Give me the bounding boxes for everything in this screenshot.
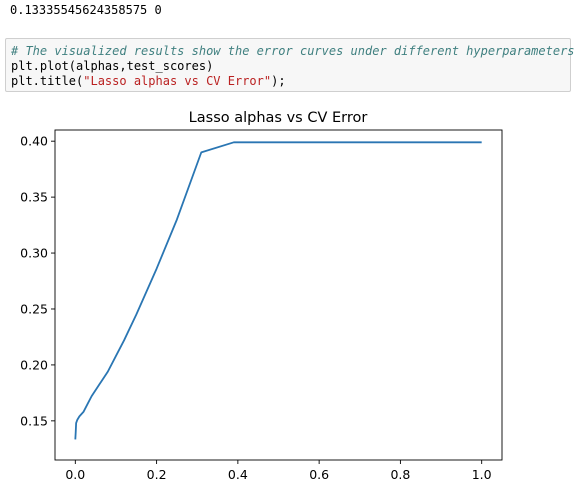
y-tick-label: 0.25 [20, 301, 48, 316]
x-tick-label: 1.0 [472, 467, 492, 482]
series-line [74, 141, 482, 440]
y-tick-label: 0.20 [20, 357, 48, 372]
x-tick-label: 0.0 [65, 467, 85, 482]
x-tick-label: 0.4 [228, 467, 248, 482]
x-tick-label: 0.2 [147, 467, 167, 482]
y-axis: 0.15 0.20 0.25 0.30 0.35 0.40 [20, 134, 55, 428]
x-axis: 0.0 0.2 0.4 0.6 0.8 1.0 [65, 460, 492, 482]
chart-title: Lasso alphas vs CV Error [189, 110, 368, 126]
code-cell[interactable]: # The visualized results show the error … [5, 38, 575, 92]
code-comment: # The visualized results show the error … [11, 44, 575, 58]
code-line-title-string: "Lasso alphas vs CV Error" [83, 74, 272, 88]
y-tick-label: 0.35 [20, 190, 48, 205]
code-line-title-prefix: plt.title( [11, 74, 84, 88]
line-chart: Lasso alphas vs CV Error 0.15 0.20 0.25 0.3… [20, 110, 503, 482]
y-tick-label: 0.40 [20, 134, 48, 149]
plot-area-frame [54, 129, 503, 461]
y-tick-label: 0.30 [20, 246, 48, 261]
code-line-title-suffix: ); [271, 74, 286, 88]
output-text: 0.13335545624358575 0 [10, 3, 162, 17]
code-block: # The visualized results show the error … [11, 44, 575, 89]
series-group [74, 141, 482, 440]
x-tick-label: 0.6 [309, 467, 329, 482]
x-tick-label: 0.8 [390, 467, 410, 482]
code-line-plot: plt.plot(alphas,test_scores) [11, 59, 214, 73]
y-tick-label: 0.15 [20, 413, 48, 428]
